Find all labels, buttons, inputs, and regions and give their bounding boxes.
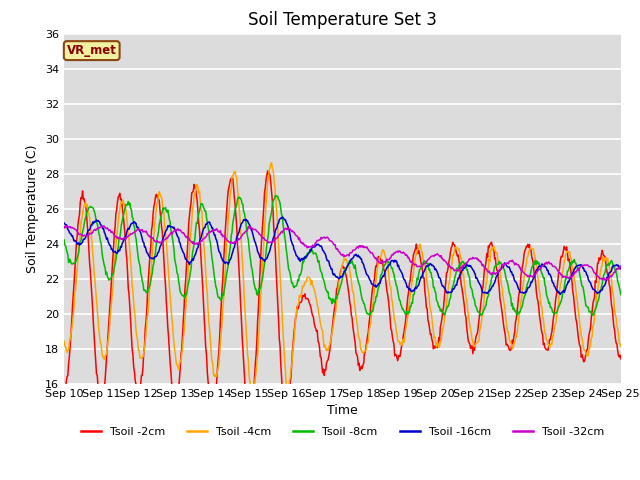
X-axis label: Time: Time	[327, 405, 358, 418]
Legend: Tsoil -2cm, Tsoil -4cm, Tsoil -8cm, Tsoil -16cm, Tsoil -32cm: Tsoil -2cm, Tsoil -4cm, Tsoil -8cm, Tsoi…	[76, 422, 609, 442]
Title: Soil Temperature Set 3: Soil Temperature Set 3	[248, 11, 437, 29]
Text: VR_met: VR_met	[67, 44, 116, 57]
Y-axis label: Soil Temperature (C): Soil Temperature (C)	[26, 144, 39, 273]
